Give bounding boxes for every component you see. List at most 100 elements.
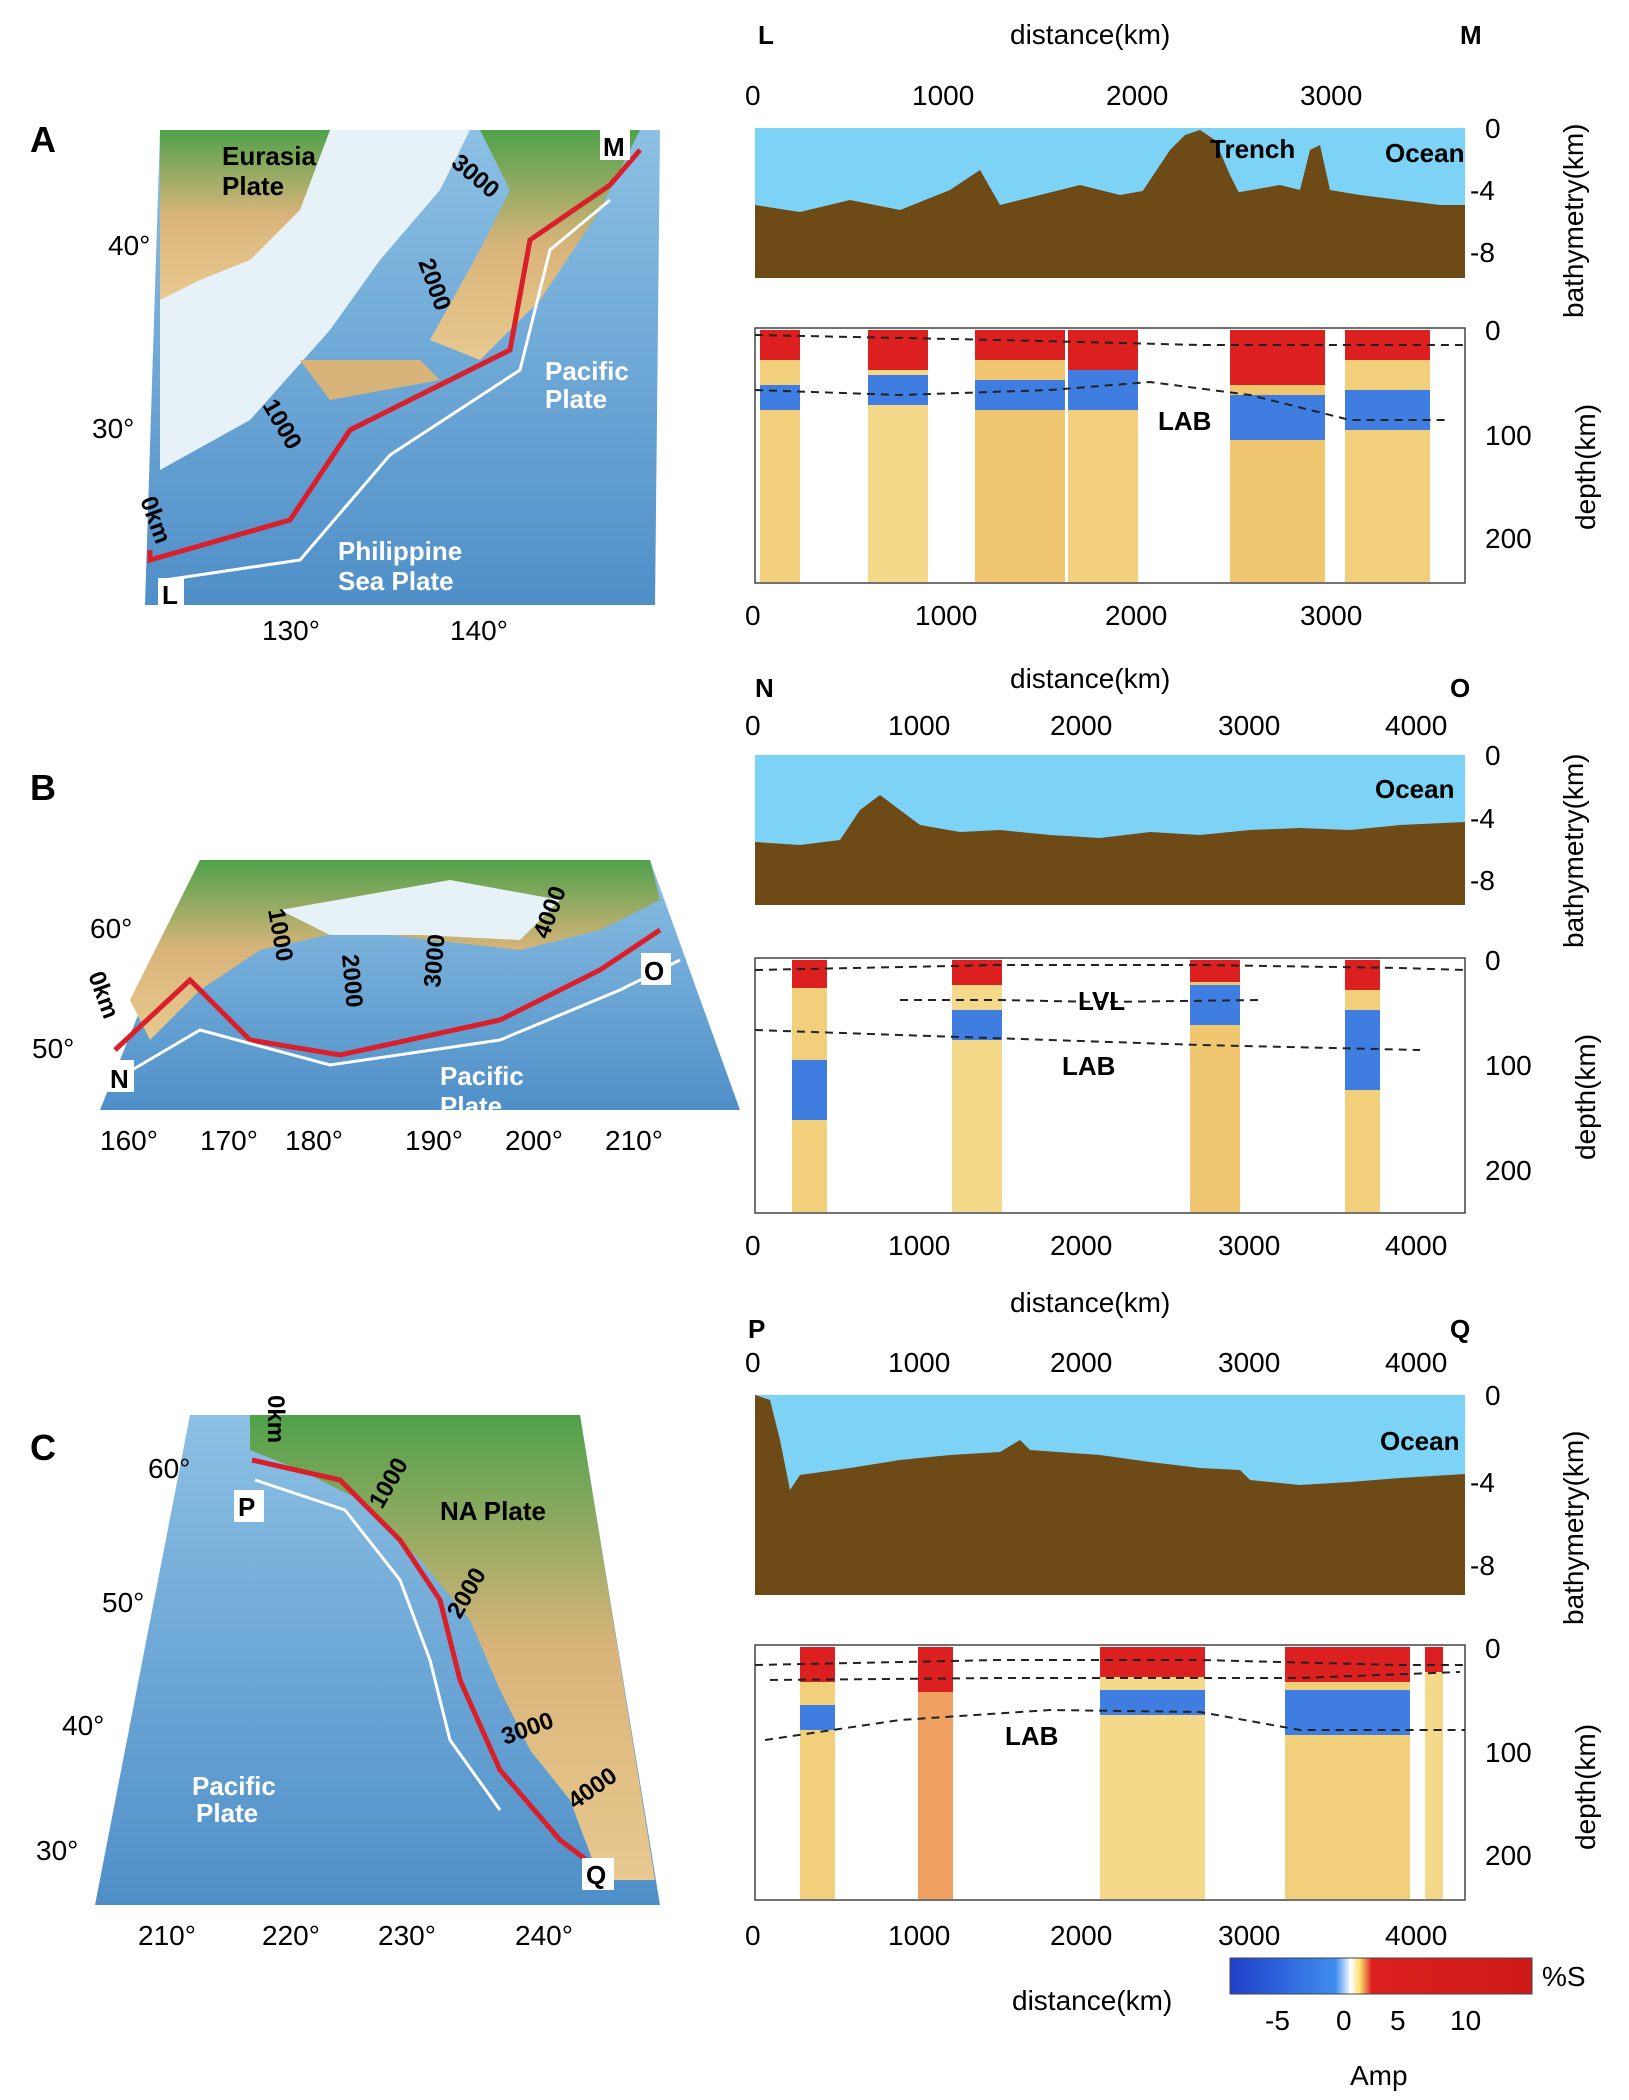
tick-label: 0 [1485,315,1501,346]
lon-tick: 140° [450,615,508,646]
profile-start-label: N [755,673,774,703]
axis-title: bathymetry(km) [1558,124,1589,318]
panel-c: C 60° 50° 40° 30° 210° 220° 230° 240° NA… [30,1287,1601,2016]
colorbar: -5 0 5 10 %S Amp [1229,1957,1586,2091]
profile-end-label: Q [1450,1314,1470,1344]
trench-line [251,1457,602,1872]
map-c: 60° 50° 40° 30° 210° 220° 230° 240° NA P… [36,1395,660,1951]
tick-label: 0 [1485,945,1501,976]
tick-label: 0 [745,710,761,741]
plate-label: Plate [222,171,284,201]
colorbar-unit: %S [1542,1961,1586,1992]
tick-label: 3000 [1300,600,1362,631]
tick-label: 0 [745,1920,761,1951]
colorbar-label: Amp [1350,2060,1408,2091]
annotation: LAB [1005,1721,1058,1751]
tick-label: 4000 [1385,1347,1447,1378]
tick-label: 2000 [1050,1920,1112,1951]
trench-line [147,148,642,564]
lon-tick: 200° [505,1125,563,1156]
map-land-japan [430,130,640,360]
lon-tick: 180° [285,1125,343,1156]
colorbar-tick: 5 [1390,2005,1406,2036]
colorbar-tick: 0 [1336,2005,1352,2036]
tick-label: 0 [745,1230,761,1261]
bathymetry-seafloor [755,1395,1465,1595]
lat-tick: 30° [36,1835,78,1866]
lat-tick: 30° [92,413,134,444]
profile-end-label: M [1460,20,1482,50]
trench-line [113,927,662,1058]
profile-end-label: M [603,132,625,162]
lat-tick: 40° [62,1710,104,1741]
lon-tick: 220° [262,1920,320,1951]
plate-label: NA Plate [440,1496,546,1526]
tick-label: 4000 [1385,710,1447,741]
tick-label: 2000 [1050,1347,1112,1378]
lon-tick: 240° [515,1920,573,1951]
annotation: LVL [1078,986,1125,1016]
tick-label: 0 [1485,113,1501,144]
lat-tick: 50° [102,1587,144,1618]
plate-label: Sea Plate [338,566,454,596]
tick-label: 4000 [1385,1920,1447,1951]
dist-label: 0km [82,968,124,1022]
axis-title: distance(km) [1012,1985,1172,2016]
map-land [250,1415,655,1880]
tick-label: 3000 [1300,80,1362,111]
axis-title: depth(km) [1570,404,1601,530]
tick-label: 0 [745,80,761,111]
profile-b: N O distance(km) 0 1000 2000 3000 4000 O… [745,663,1601,1261]
annotation: Trench [1210,134,1295,164]
profile-end-label: N [110,1064,129,1094]
tick-label: -4 [1470,175,1495,206]
tick-label: 100 [1485,1050,1532,1081]
tick-label: 1000 [915,600,977,631]
annotation: Ocean [1385,138,1465,168]
plate-label: Pacific [192,1771,276,1801]
plate-label: Philippine [338,536,462,566]
profile-end-label: P [238,1492,255,1522]
section-strips [792,960,1380,1212]
tick-label: 3000 [1218,710,1280,741]
colorbar-tick: 10 [1450,2005,1481,2036]
tick-label: -4 [1470,1467,1495,1498]
tick-label: 1000 [888,1230,950,1261]
lat-tick: 60° [90,913,132,944]
plate-boundary [164,198,611,582]
profile-start-label: P [748,1314,765,1344]
dist-label: 2000 [336,953,368,1009]
tick-label: 1000 [888,710,950,741]
profile-end-label: L [162,580,178,610]
map-b: 60° 50° 160° 170° 180° 190° 200° 210° Pa… [32,860,740,1156]
lat-tick: 40° [108,230,150,261]
tick-label: 2000 [1050,1230,1112,1261]
profile-c: P Q distance(km) 0 1000 2000 3000 4000 O… [745,1287,1601,2016]
plate-label: Plate [196,1798,258,1828]
panel-letter: C [30,1427,56,1468]
map-land-eurasia [160,130,330,300]
annotation: LAB [1062,1051,1115,1081]
plate-label: Pacific [440,1061,524,1091]
dist-label: 3000 [419,933,451,989]
plate-boundary [114,958,681,1082]
tick-label: 2000 [1050,710,1112,741]
tick-label: -4 [1470,803,1495,834]
section-strips [800,1647,1443,1899]
boundary-line [754,334,1465,346]
lab-line [754,1029,1421,1051]
panel-letter: A [30,119,56,160]
map-land-kyushu [300,360,440,400]
annotation: LAB [1158,406,1211,436]
lon-tick: 170° [200,1125,258,1156]
lat-tick: 50° [32,1033,74,1064]
plate-label: Eurasia [222,141,316,171]
profile-start-label: L [758,20,774,50]
tick-label: 0 [1485,1633,1501,1664]
lon-tick: 210° [138,1920,196,1951]
boundary-line [769,1671,1461,1681]
tick-label: -8 [1470,865,1495,896]
tick-label: 4000 [1385,1230,1447,1261]
tick-label: 1000 [888,1920,950,1951]
